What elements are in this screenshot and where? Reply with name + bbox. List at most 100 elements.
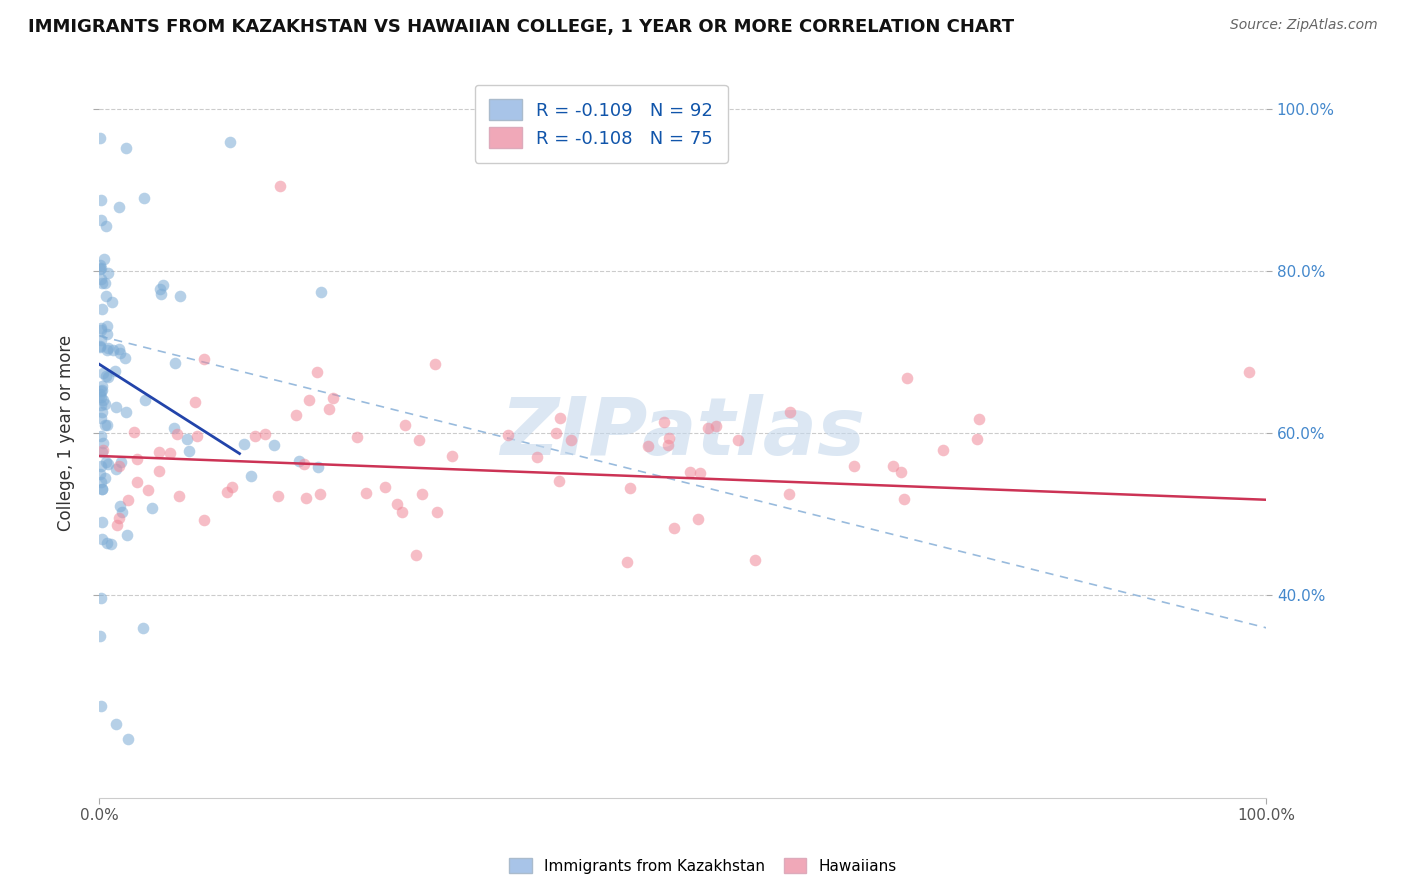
Point: [89, 339, 111, 353]
Point: [134, 191, 156, 205]
Point: [394, 417, 416, 432]
Point: [391, 505, 413, 519]
Point: [97, 369, 120, 384]
Point: [90, 532, 112, 546]
Point: [117, 493, 139, 508]
Point: [215, 485, 238, 500]
Point: [90, 445, 112, 459]
Point: [90, 458, 112, 473]
Point: [108, 511, 131, 525]
Point: [110, 455, 132, 469]
Point: [309, 285, 332, 300]
Point: [697, 420, 720, 434]
Point: [94, 368, 117, 383]
Point: [267, 489, 290, 503]
Point: [89, 698, 111, 713]
Point: [233, 437, 256, 451]
Point: [548, 410, 571, 425]
Point: [292, 458, 315, 472]
Point: [114, 141, 136, 155]
Point: [152, 278, 174, 293]
Point: [322, 391, 344, 405]
Point: [163, 356, 186, 370]
Point: [932, 442, 955, 457]
Point: [619, 482, 641, 496]
Point: [91, 392, 114, 407]
Point: [94, 417, 117, 432]
Point: [104, 364, 127, 378]
Point: [727, 433, 749, 447]
Point: [89, 258, 111, 272]
Point: [658, 431, 681, 445]
Point: [90, 384, 112, 398]
Point: [90, 323, 112, 337]
Point: [105, 717, 128, 731]
Point: [149, 282, 172, 296]
Point: [441, 449, 464, 463]
Point: [94, 396, 117, 410]
Point: [148, 444, 170, 458]
Point: [967, 411, 990, 425]
Point: [184, 395, 207, 409]
Point: [385, 497, 408, 511]
Point: [704, 418, 727, 433]
Point: [193, 351, 215, 366]
Point: [115, 405, 138, 419]
Point: [91, 405, 114, 419]
Point: [90, 272, 112, 286]
Point: [94, 219, 117, 234]
Point: [104, 462, 127, 476]
Point: [169, 288, 191, 302]
Point: [96, 318, 118, 333]
Point: [100, 537, 122, 551]
Point: [96, 327, 118, 342]
Point: [652, 415, 675, 429]
Text: ZIPatlas: ZIPatlas: [501, 394, 866, 472]
Point: [526, 450, 548, 465]
Point: [89, 261, 111, 276]
Point: [90, 591, 112, 606]
Point: [496, 428, 519, 442]
Point: [193, 512, 215, 526]
Point: [90, 333, 112, 347]
Y-axis label: College, 1 year or more: College, 1 year or more: [58, 335, 75, 532]
Point: [616, 556, 638, 570]
Point: [163, 421, 186, 435]
Point: [307, 460, 329, 475]
Point: [657, 437, 679, 451]
Point: [90, 193, 112, 207]
Point: [893, 492, 915, 507]
Point: [882, 458, 904, 473]
Point: [90, 379, 112, 393]
Point: [90, 475, 112, 490]
Point: [221, 480, 243, 494]
Point: [426, 504, 449, 518]
Point: [548, 475, 571, 489]
Point: [105, 400, 128, 414]
Point: [115, 528, 138, 542]
Point: [114, 351, 136, 366]
Point: [269, 179, 291, 194]
Point: [778, 487, 800, 501]
Point: [307, 365, 329, 379]
Point: [117, 732, 139, 747]
Point: [90, 429, 112, 443]
Point: [411, 487, 433, 501]
Point: [294, 491, 316, 505]
Point: [101, 343, 124, 357]
Point: [688, 512, 710, 526]
Point: [124, 425, 146, 439]
Point: [239, 469, 262, 483]
Point: [167, 489, 190, 503]
Point: [186, 429, 208, 443]
Point: [90, 213, 112, 227]
Legend: R = -0.109   N = 92, R = -0.108   N = 75: R = -0.109 N = 92, R = -0.108 N = 75: [475, 85, 727, 162]
Point: [90, 399, 112, 413]
Point: [176, 432, 198, 446]
Point: [91, 516, 114, 530]
Point: [408, 433, 430, 447]
Point: [96, 536, 118, 550]
Point: [89, 467, 111, 482]
Point: [93, 252, 115, 266]
Point: [842, 458, 865, 473]
